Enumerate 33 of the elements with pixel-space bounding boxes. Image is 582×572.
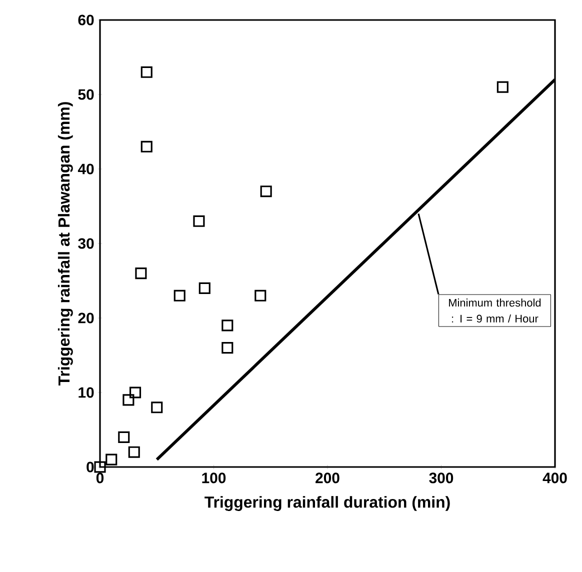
point [260, 186, 272, 198]
point [496, 81, 508, 93]
annotation: Minimum threshold : I = 9 mm / Hour [449, 298, 541, 323]
point [129, 386, 142, 398]
x-tick-label: 0 [96, 472, 104, 484]
point [198, 282, 210, 294]
point [254, 290, 266, 302]
x-tick-label: 300 [429, 472, 454, 484]
point [140, 66, 152, 78]
y-tick-label: 10 [78, 387, 94, 398]
y-tick-label: 50 [78, 89, 94, 100]
point [222, 320, 234, 332]
point [106, 454, 118, 466]
y-tick-label: 0 [86, 462, 94, 472]
y-tick-label: 20 [78, 312, 94, 324]
point [140, 140, 152, 152]
y-axis-title: Triggering rainfall at Plawangan (mm) [58, 102, 73, 386]
point [122, 394, 134, 406]
x-tick-label: 200 [316, 472, 340, 484]
y-tick-label: 30 [78, 238, 94, 249]
y-tick-label: 40 [78, 164, 94, 174]
point [94, 461, 106, 473]
point [135, 268, 147, 280]
point [174, 290, 186, 302]
x-tick-label: 400 [542, 472, 567, 484]
x-axis-title: Triggering rainfall duration (min) [204, 496, 450, 511]
point [222, 342, 234, 354]
point [128, 446, 140, 458]
point [193, 215, 205, 227]
x-tick-label: 100 [202, 472, 226, 484]
y-tick-label: 60 [78, 14, 94, 26]
point [118, 431, 130, 443]
point [151, 402, 163, 414]
